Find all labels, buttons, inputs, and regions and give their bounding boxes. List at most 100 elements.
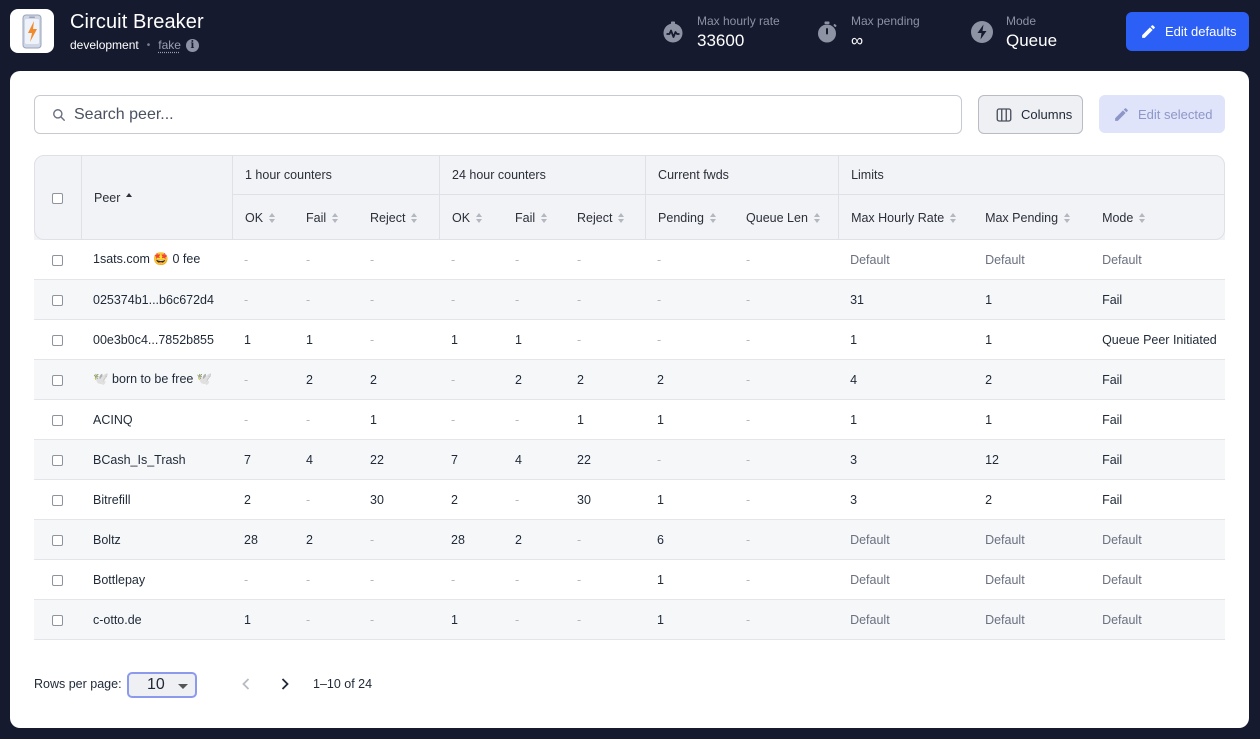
col-header-24h-ok[interactable]: OK — [439, 195, 504, 240]
table-cell: 4 — [838, 360, 974, 400]
table-row[interactable]: ACINQ - - 1 - - 1 1 - 1 1 Fail — [34, 400, 1226, 440]
table-cell: - — [565, 520, 646, 560]
edit-defaults-button[interactable]: Edit defaults — [1126, 12, 1249, 51]
table-cell: - — [294, 600, 358, 640]
table-cell: - — [734, 480, 839, 520]
col-label: Fail — [515, 210, 536, 225]
table-cell: 31 — [838, 280, 974, 320]
pencil-icon — [1142, 25, 1155, 38]
row-checkbox[interactable] — [52, 534, 63, 546]
table-cell: Fail — [1090, 480, 1226, 520]
table-row[interactable]: BCash_Is_Trash 7 4 22 7 4 22 - - 3 12 Fail — [34, 440, 1226, 480]
row-checkbox[interactable] — [52, 614, 63, 626]
cell-value: Fail — [1102, 292, 1123, 307]
table-cell: - — [565, 240, 646, 280]
row-checkbox[interactable] — [52, 294, 63, 306]
columns-button[interactable]: Columns — [978, 95, 1083, 134]
table-cell: 1 — [358, 400, 440, 440]
col-header-max-hourly-rate[interactable]: Max Hourly Rate — [838, 195, 974, 240]
peer-header[interactable]: Peer — [81, 155, 232, 240]
table-row[interactable]: 1sats.com 🤩 0 fee - - - - - - - - Default Default D… — [34, 240, 1226, 280]
cell-value: 2 — [985, 492, 993, 507]
cell-value: 🕊️ born to be free 🕊️ — [93, 372, 213, 386]
table-cell: - — [645, 240, 735, 280]
cell-value: - — [306, 612, 311, 627]
cell-value: Boltz — [93, 532, 121, 547]
table-row[interactable]: Bottlepay - - - - - - 1 - Default Default Default — [34, 560, 1226, 600]
table-row[interactable]: Bitrefill 2 - 30 2 - 30 1 - 3 2 Fail — [34, 480, 1226, 520]
previous-page-button[interactable] — [236, 674, 256, 694]
cell-value: c-otto.de — [93, 612, 142, 627]
stat-value: Queue — [1006, 31, 1058, 50]
col-header-queue-len[interactable]: Queue Len — [734, 195, 839, 240]
info-icon[interactable]: i — [185, 38, 199, 52]
col-header-mode[interactable]: Mode — [1090, 195, 1226, 240]
group-header-limits: Limits — [838, 155, 1226, 195]
next-page-button[interactable] — [275, 674, 295, 694]
search-icon — [53, 108, 65, 121]
col-header-1h-fail[interactable]: Fail — [294, 195, 358, 240]
speedometer-icon — [663, 21, 683, 43]
cell-value: - — [577, 612, 582, 627]
table-cell: 1 — [973, 320, 1091, 360]
table-cell: - — [503, 480, 566, 520]
col-header-1h-ok[interactable]: OK — [232, 195, 294, 240]
cell-value: 1 — [985, 412, 993, 427]
table-cell: 7 — [439, 440, 504, 480]
table-cell: - — [734, 240, 839, 280]
table-cell: Queue Peer Initiated — [1090, 320, 1226, 360]
table-cell: 7 — [232, 440, 294, 480]
cell-value: BCash_Is_Trash — [93, 452, 186, 467]
col-header-24h-fail[interactable]: Fail — [503, 195, 566, 240]
row-checkbox[interactable] — [52, 414, 63, 426]
row-checkbox[interactable] — [52, 254, 63, 266]
col-header-pending[interactable]: Pending — [645, 195, 735, 240]
cell-value: 1 — [850, 332, 858, 347]
cell-value: 1 — [577, 412, 584, 427]
row-checkbox[interactable] — [52, 494, 63, 506]
row-checkbox[interactable] — [52, 574, 63, 586]
row-checkbox[interactable] — [52, 334, 63, 346]
stat-label: Mode — [1006, 14, 1037, 28]
table-cell: Default — [1090, 520, 1226, 560]
table-row[interactable]: Boltz 28 2 - 28 2 - 6 - Default Default Default — [34, 520, 1226, 560]
search-input[interactable] — [74, 105, 934, 124]
cell-value: - — [746, 252, 751, 267]
rows-per-page-select[interactable]: 10 — [127, 672, 197, 698]
cell-value: - — [306, 572, 311, 587]
table-row[interactable]: 🕊️ born to be free 🕊️ - 2 2 - 2 2 2 - 4 2 Fail — [34, 360, 1226, 400]
table-row[interactable]: 00e3b0c4...7852b855 1 1 - 1 1 - - - 1 1 Queue Peer … — [34, 320, 1226, 360]
chevron-left-icon — [242, 678, 250, 690]
col-header-24h-reject[interactable]: Reject — [565, 195, 646, 240]
table-cell: 30 — [358, 480, 440, 520]
edit-selected-button[interactable]: Edit selected — [1099, 95, 1225, 133]
table-cell: 1 — [439, 600, 504, 640]
col-header-1h-reject[interactable]: Reject — [358, 195, 440, 240]
row-checkbox[interactable] — [52, 374, 63, 386]
cell-value: - — [657, 292, 662, 307]
col-header-max-pending[interactable]: Max Pending — [973, 195, 1091, 240]
cell-value: - — [451, 252, 456, 267]
app-logo — [10, 9, 54, 53]
cell-value: - — [657, 332, 662, 347]
group-header-current: Current fwds — [645, 155, 839, 195]
select-all-checkbox[interactable] — [52, 192, 63, 204]
search-box[interactable] — [34, 95, 962, 134]
table-row[interactable]: c-otto.de 1 - - 1 - - 1 - Default Default Default — [34, 600, 1226, 640]
table-cell: 2 — [503, 520, 566, 560]
cell-value: 2 — [657, 372, 664, 387]
table-cell: - — [734, 280, 839, 320]
network-label[interactable]: fake — [158, 38, 181, 52]
row-checkbox[interactable] — [52, 454, 63, 466]
col-label: OK — [452, 210, 471, 225]
table-row[interactable]: 025374b1...b6c672d4 - - - - - - - - 31 1 Fail — [34, 280, 1226, 320]
columns-icon — [996, 107, 1012, 122]
cell-value: - — [244, 372, 249, 387]
cell-value: Default — [1102, 612, 1142, 627]
cell-value: - — [451, 412, 456, 427]
app-header: Circuit Breaker development • fake i Max… — [0, 0, 1260, 71]
col-label: Max Pending — [985, 210, 1059, 225]
table-cell: Default — [838, 600, 974, 640]
table-cell: Default — [973, 520, 1091, 560]
table-cell: Default — [838, 520, 974, 560]
